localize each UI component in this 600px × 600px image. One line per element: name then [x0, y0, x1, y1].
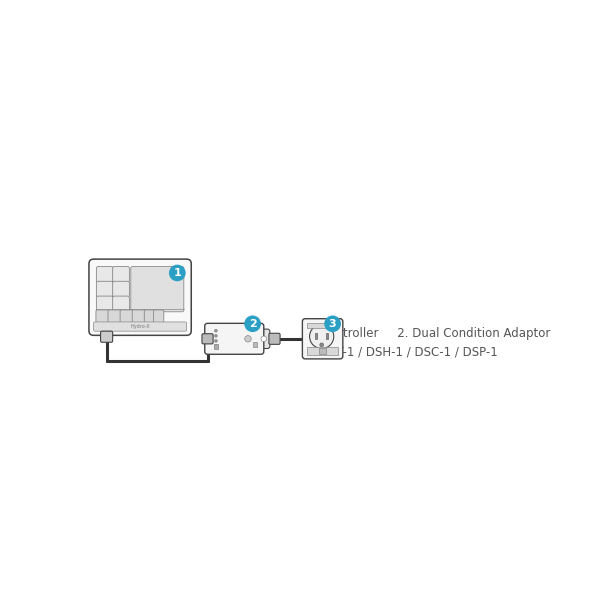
Bar	[315, 334, 317, 340]
Bar	[214, 344, 218, 349]
Circle shape	[320, 343, 323, 347]
FancyBboxPatch shape	[97, 281, 113, 297]
FancyBboxPatch shape	[269, 333, 280, 344]
Text: 3. DST-1 / DSH-1 / DSC-1 / DSP-1: 3. DST-1 / DSH-1 / DSC-1 / DSP-1	[305, 345, 498, 358]
Text: 2: 2	[249, 319, 257, 329]
Bar	[253, 342, 257, 347]
Text: 1: 1	[173, 268, 181, 278]
FancyBboxPatch shape	[120, 310, 133, 324]
Circle shape	[245, 335, 251, 342]
FancyBboxPatch shape	[101, 331, 113, 342]
Bar	[307, 347, 338, 355]
FancyBboxPatch shape	[258, 329, 270, 349]
FancyBboxPatch shape	[205, 323, 264, 354]
Bar	[319, 348, 326, 354]
Circle shape	[261, 336, 266, 341]
FancyBboxPatch shape	[97, 266, 113, 282]
FancyBboxPatch shape	[113, 281, 130, 297]
Circle shape	[244, 316, 261, 332]
FancyBboxPatch shape	[131, 266, 184, 312]
FancyBboxPatch shape	[202, 334, 213, 344]
FancyBboxPatch shape	[154, 310, 164, 324]
Circle shape	[324, 316, 341, 332]
Bar	[307, 323, 338, 328]
Circle shape	[310, 325, 334, 349]
Circle shape	[215, 334, 217, 337]
FancyBboxPatch shape	[144, 310, 155, 324]
Text: 1. Controller     2. Dual Condition Adaptor: 1. Controller 2. Dual Condition Adaptor	[305, 326, 551, 340]
Circle shape	[215, 340, 217, 342]
FancyBboxPatch shape	[113, 296, 130, 312]
FancyBboxPatch shape	[97, 296, 113, 312]
FancyBboxPatch shape	[108, 310, 121, 324]
FancyBboxPatch shape	[132, 310, 145, 324]
FancyBboxPatch shape	[113, 266, 130, 282]
FancyBboxPatch shape	[94, 322, 187, 331]
Circle shape	[215, 344, 217, 347]
Bar	[326, 334, 328, 340]
FancyBboxPatch shape	[302, 319, 343, 359]
FancyBboxPatch shape	[89, 259, 191, 335]
Text: Hydro-X: Hydro-X	[130, 324, 150, 329]
FancyBboxPatch shape	[96, 310, 109, 324]
Circle shape	[169, 265, 185, 281]
Circle shape	[215, 329, 217, 332]
Text: 3: 3	[329, 319, 337, 329]
